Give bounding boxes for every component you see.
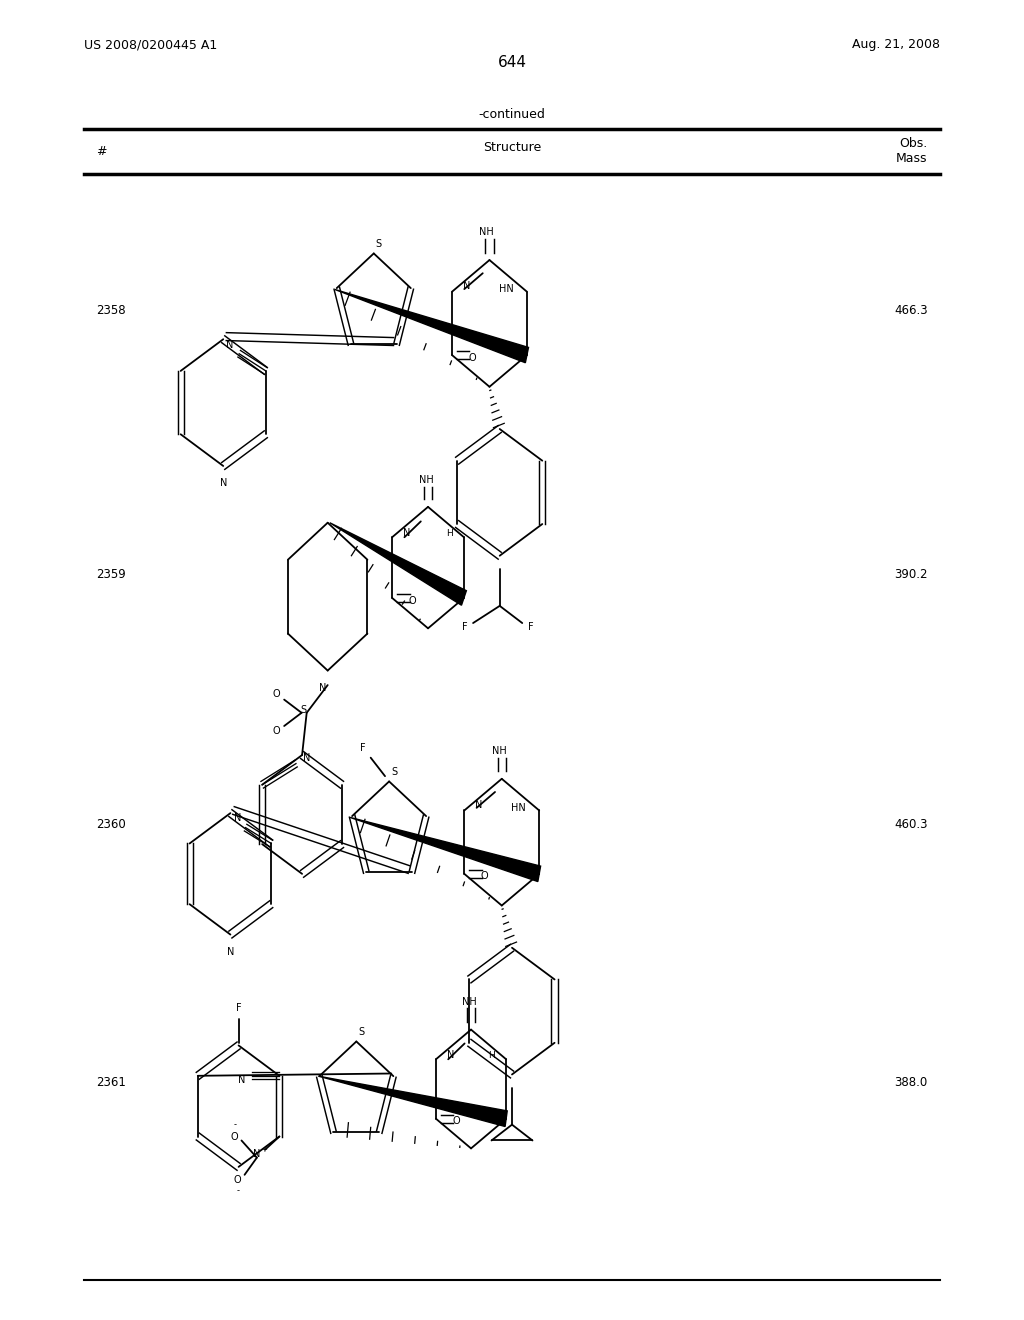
Text: N: N <box>475 800 482 810</box>
Text: #: # <box>96 145 106 158</box>
Text: O: O <box>233 1175 242 1185</box>
Text: H: H <box>488 1051 496 1060</box>
Text: H: H <box>446 529 453 537</box>
Text: O: O <box>409 595 417 606</box>
Text: 644: 644 <box>498 54 526 70</box>
Text: O: O <box>272 726 280 737</box>
Text: S: S <box>358 1027 365 1038</box>
Text: N: N <box>253 1148 260 1159</box>
Text: O: O <box>453 1117 460 1126</box>
Text: HN: HN <box>511 803 526 813</box>
Text: NH: NH <box>479 227 494 238</box>
Text: US 2008/0200445 A1: US 2008/0200445 A1 <box>84 38 217 51</box>
Text: F: F <box>236 1003 242 1014</box>
Text: F: F <box>359 743 366 754</box>
Text: N: N <box>226 339 233 350</box>
Text: Aug. 21, 2008: Aug. 21, 2008 <box>852 38 940 51</box>
Text: N: N <box>318 682 327 693</box>
Text: S: S <box>391 767 397 777</box>
Text: 2360: 2360 <box>96 818 126 832</box>
Text: Mass: Mass <box>896 152 928 165</box>
Text: HN: HN <box>499 284 514 294</box>
Text: +: + <box>261 1147 267 1152</box>
Text: N: N <box>446 1051 454 1060</box>
Text: F: F <box>527 622 534 632</box>
Text: Structure: Structure <box>483 141 541 154</box>
Text: N: N <box>463 281 470 292</box>
Text: S: S <box>376 239 382 249</box>
Text: 388.0: 388.0 <box>895 1076 928 1089</box>
Text: N: N <box>238 1074 245 1085</box>
Text: -: - <box>233 1121 237 1129</box>
Text: 466.3: 466.3 <box>894 304 928 317</box>
Text: -: - <box>237 1187 240 1195</box>
Polygon shape <box>318 1076 507 1126</box>
Text: N: N <box>226 946 234 957</box>
Text: F: F <box>462 622 468 632</box>
Polygon shape <box>330 523 466 606</box>
Text: NH: NH <box>493 746 507 756</box>
Text: NH: NH <box>462 997 476 1007</box>
Polygon shape <box>350 817 541 882</box>
Text: N: N <box>233 813 241 824</box>
Text: Obs.: Obs. <box>899 137 928 150</box>
Text: N: N <box>402 528 411 539</box>
Text: 460.3: 460.3 <box>894 818 928 832</box>
Text: O: O <box>230 1131 239 1142</box>
Text: N: N <box>302 754 310 763</box>
Text: N: N <box>219 478 227 488</box>
Text: -continued: -continued <box>478 108 546 121</box>
Text: O: O <box>469 352 476 363</box>
Text: O: O <box>481 871 488 882</box>
Text: 390.2: 390.2 <box>894 568 928 581</box>
Text: O: O <box>272 689 280 700</box>
Polygon shape <box>335 289 528 363</box>
Text: 2358: 2358 <box>96 304 126 317</box>
Text: 2361: 2361 <box>96 1076 126 1089</box>
Text: NH: NH <box>419 475 433 486</box>
Text: S: S <box>301 705 306 715</box>
Text: 2359: 2359 <box>96 568 126 581</box>
